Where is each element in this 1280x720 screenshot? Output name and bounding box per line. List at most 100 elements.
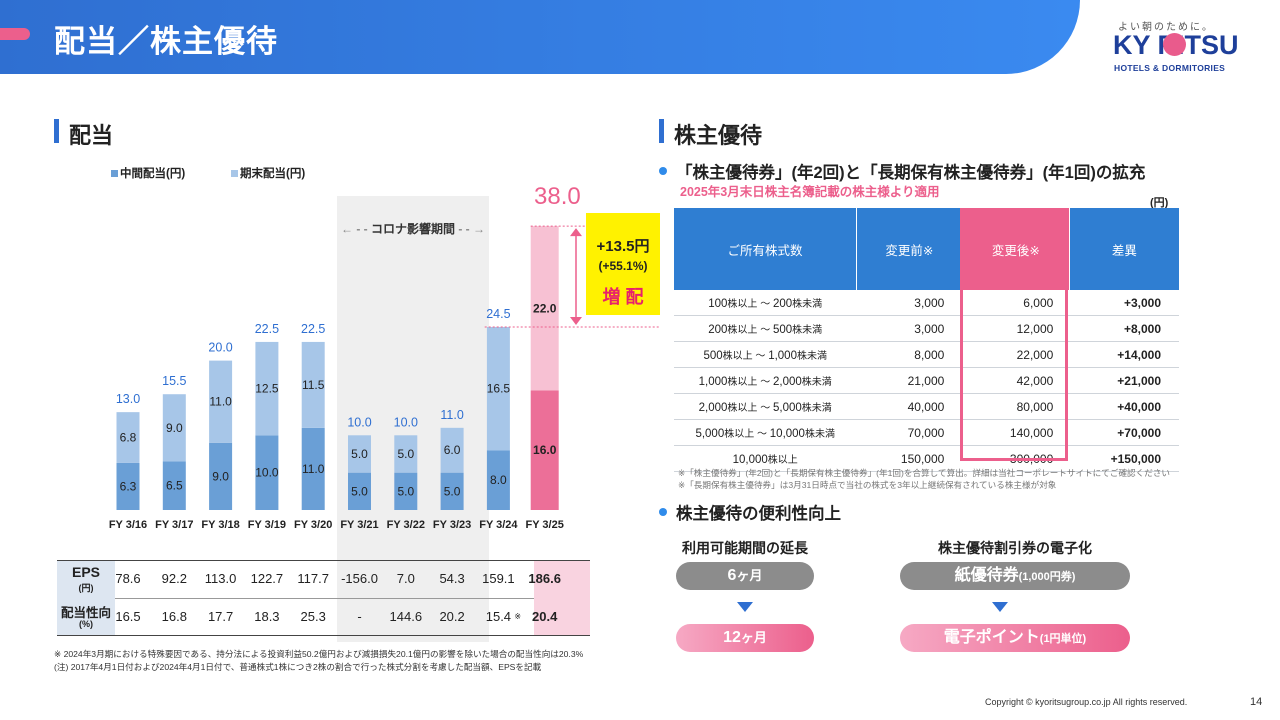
bar-interim xyxy=(255,435,279,510)
data-label-final: 5.0 xyxy=(351,447,368,461)
before-cell: 3,000 xyxy=(856,315,963,342)
digital-before-sub: (1,000円券) xyxy=(1018,571,1076,583)
section-marker xyxy=(54,119,59,143)
data-label-total: 11.0 xyxy=(440,408,463,422)
after-cell: 12,000 xyxy=(962,315,1070,342)
data-label-final: 12.5 xyxy=(255,382,279,396)
corona-period-label: ← - - コロナ影響期間 - - → xyxy=(340,222,485,236)
bar-final xyxy=(348,435,371,473)
eps-value: -156.0 xyxy=(341,571,378,586)
eps-unit: (円) xyxy=(78,583,94,593)
eps-value: 92.2 xyxy=(161,571,187,586)
after-cell: 22,000 xyxy=(962,341,1070,368)
corona-period-band xyxy=(337,196,489,642)
eps-table: EPS (円) 配当性向 (%) 78.6 16.5 92.2 16.8 113.0 17… xyxy=(57,560,590,636)
diff-cell: +14,000 xyxy=(1069,341,1179,368)
period-before-pill: 6ヶ月 xyxy=(676,562,814,590)
payout-value: 15.4 xyxy=(485,609,512,624)
data-label-total: 15.5 xyxy=(162,374,186,388)
data-label-total: 20.0 xyxy=(208,341,232,355)
shares-part: 株以上 〜 xyxy=(727,325,773,336)
bar-interim xyxy=(162,461,186,510)
shares-part: 1,000 xyxy=(698,376,728,388)
table-row: 2,000株以上 〜 5,000株未満 40,000 80,000 +40,000 xyxy=(674,393,1179,420)
x-tick-label: FY 3/25 xyxy=(525,519,564,531)
diff-cell: +150,000 xyxy=(1069,445,1179,472)
header-band xyxy=(0,0,1080,74)
data-label-interim: 10.0 xyxy=(255,466,279,480)
data-label-total: 24.5 xyxy=(486,307,510,321)
shares-cell: 1,000株以上 〜 2,000株未満 xyxy=(674,367,857,394)
col-after: 変更後※ xyxy=(962,208,1070,290)
data-label-total: 22.5 xyxy=(301,322,325,336)
data-label-interim: 9.0 xyxy=(212,469,229,483)
data-label-final: 5.0 xyxy=(397,447,414,461)
bar-final xyxy=(530,226,559,391)
corona-label-text: コロナ影響期間 xyxy=(370,222,455,236)
data-label-interim: 6.3 xyxy=(120,479,137,493)
bar-final xyxy=(116,412,140,463)
data-label-final: 9.0 xyxy=(166,421,183,435)
shares-part: 500 xyxy=(772,324,793,336)
shares-part: 株以上 〜 xyxy=(722,351,769,362)
period-before-unit: ヶ月 xyxy=(736,568,763,583)
shares-part: 1,000 xyxy=(768,350,797,362)
data-label-interim: 5.0 xyxy=(351,484,368,498)
shares-part: 5,000 xyxy=(695,428,725,440)
shares-part: 200 xyxy=(772,298,793,310)
diff-cell: +70,000 xyxy=(1069,419,1179,446)
legend-final-swatch xyxy=(231,170,238,177)
table-row: 100株以上 〜 200株未満 3,000 6,000 +3,000 xyxy=(674,290,1179,316)
col-shares: ご所有株式数 xyxy=(674,208,857,290)
payout-value: 17.7 xyxy=(207,609,234,624)
data-label-total: 22.5 xyxy=(255,322,279,336)
data-label-interim: 6.5 xyxy=(166,479,183,493)
dividend-section-title: 配当 xyxy=(69,123,114,148)
data-label-interim: 16.0 xyxy=(533,443,557,457)
eps-value: 54.3 xyxy=(439,571,465,586)
data-label-total: 13.0 xyxy=(116,392,140,406)
benefits-table: ご所有株式数 変更前※ 変更後※ 差異 100株以上 〜 200株未満 3,000… xyxy=(674,208,1179,472)
shares-part: 200 xyxy=(708,324,728,336)
increase-callout-box xyxy=(586,213,660,315)
copyright: Copyright © kyoritsugroup.co.jp All righ… xyxy=(985,697,1188,707)
eps-value: 7.0 xyxy=(396,571,415,586)
shares-part: 5,000 xyxy=(772,402,802,414)
bar-interim xyxy=(116,462,140,510)
table-row: 200株以上 〜 500株未満 3,000 12,000 +8,000 xyxy=(674,315,1179,342)
diff-cell: +21,000 xyxy=(1069,367,1179,394)
period-after-unit: ヶ月 xyxy=(740,630,767,645)
bar-final xyxy=(440,427,464,473)
shares-part: 株以上 〜 xyxy=(724,429,770,440)
dividend-chart: 6.3 6.8 13.0 6.5 9.0 15.5 9.0 11.0 20.0 10.0 12.5 2… xyxy=(116,225,660,510)
digital-after-pill: 電子ポイント(1円単位) xyxy=(900,624,1130,652)
period-before-num: 6 xyxy=(727,567,737,584)
shares-cell: 200株以上 〜 500株未満 xyxy=(674,315,857,342)
diff-cell: +40,000 xyxy=(1069,393,1179,420)
bar-final xyxy=(209,360,233,443)
after-cell: 42,000 xyxy=(962,367,1070,394)
x-tick-label: FY 3/23 xyxy=(432,519,472,531)
period-after-num: 12 xyxy=(723,629,741,646)
digital-before-pill: 紙優待券(1,000円券) xyxy=(900,562,1130,590)
shares-part: 100 xyxy=(708,298,728,310)
bar-final xyxy=(486,326,510,451)
before-cell: 21,000 xyxy=(856,367,963,394)
logo-sun-icon xyxy=(1163,33,1186,56)
bar-final xyxy=(162,394,186,462)
benefits-headline: 「株主優待券」(年2回)と「長期保有株主優待券」(年1回)の拡充 xyxy=(676,164,1146,182)
x-tick-label: FY 3/21 xyxy=(340,519,379,531)
header-accent xyxy=(0,28,30,40)
bar-interim xyxy=(348,472,371,510)
x-tick-label: FY 3/18 xyxy=(201,519,240,531)
after-cell: 6,000 xyxy=(962,290,1070,316)
x-tick-label: FY 3/24 xyxy=(479,519,518,531)
bar-interim xyxy=(530,390,559,510)
payout-value: 20.4 xyxy=(532,609,558,624)
benefits-section-title: 株主優待 xyxy=(674,123,763,148)
shares-part: 株未満 xyxy=(804,429,835,440)
table-footnote-2: ※「長期保有株主優待券」は3月31日時点で当社の株式を3年以上継続保有されている… xyxy=(678,480,1057,490)
legend-final-label: 期末配当(円) xyxy=(240,168,306,180)
shares-part: 2,000 xyxy=(772,376,802,388)
shares-part: 株未満 xyxy=(801,377,832,388)
